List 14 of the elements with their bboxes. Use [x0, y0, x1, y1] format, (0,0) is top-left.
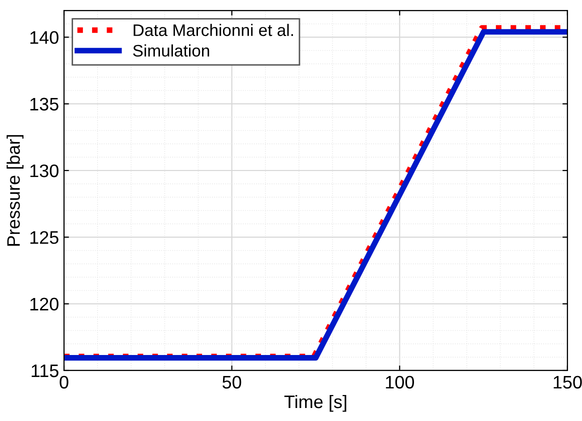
x-tick-label: 0	[60, 376, 68, 389]
y-axis-title: Pressure [bar]	[6, 135, 24, 246]
x-tick-label: 100	[386, 376, 414, 389]
y-tick-label: 130	[30, 164, 58, 178]
legend-label: Simulation	[133, 44, 210, 57]
x-tick-label: 150	[554, 376, 582, 389]
y-tick-label: 120	[30, 298, 58, 311]
x-axis-title: Time [s]	[284, 394, 346, 412]
x-tick-label: 50	[222, 376, 242, 389]
y-tick-label: 135	[30, 98, 58, 111]
y-tick-label: 115	[32, 364, 58, 378]
y-tick-label: 140	[30, 31, 58, 44]
legend-label: Data Marchionni et al.	[134, 24, 293, 36]
y-tick-label: 125	[30, 231, 58, 244]
